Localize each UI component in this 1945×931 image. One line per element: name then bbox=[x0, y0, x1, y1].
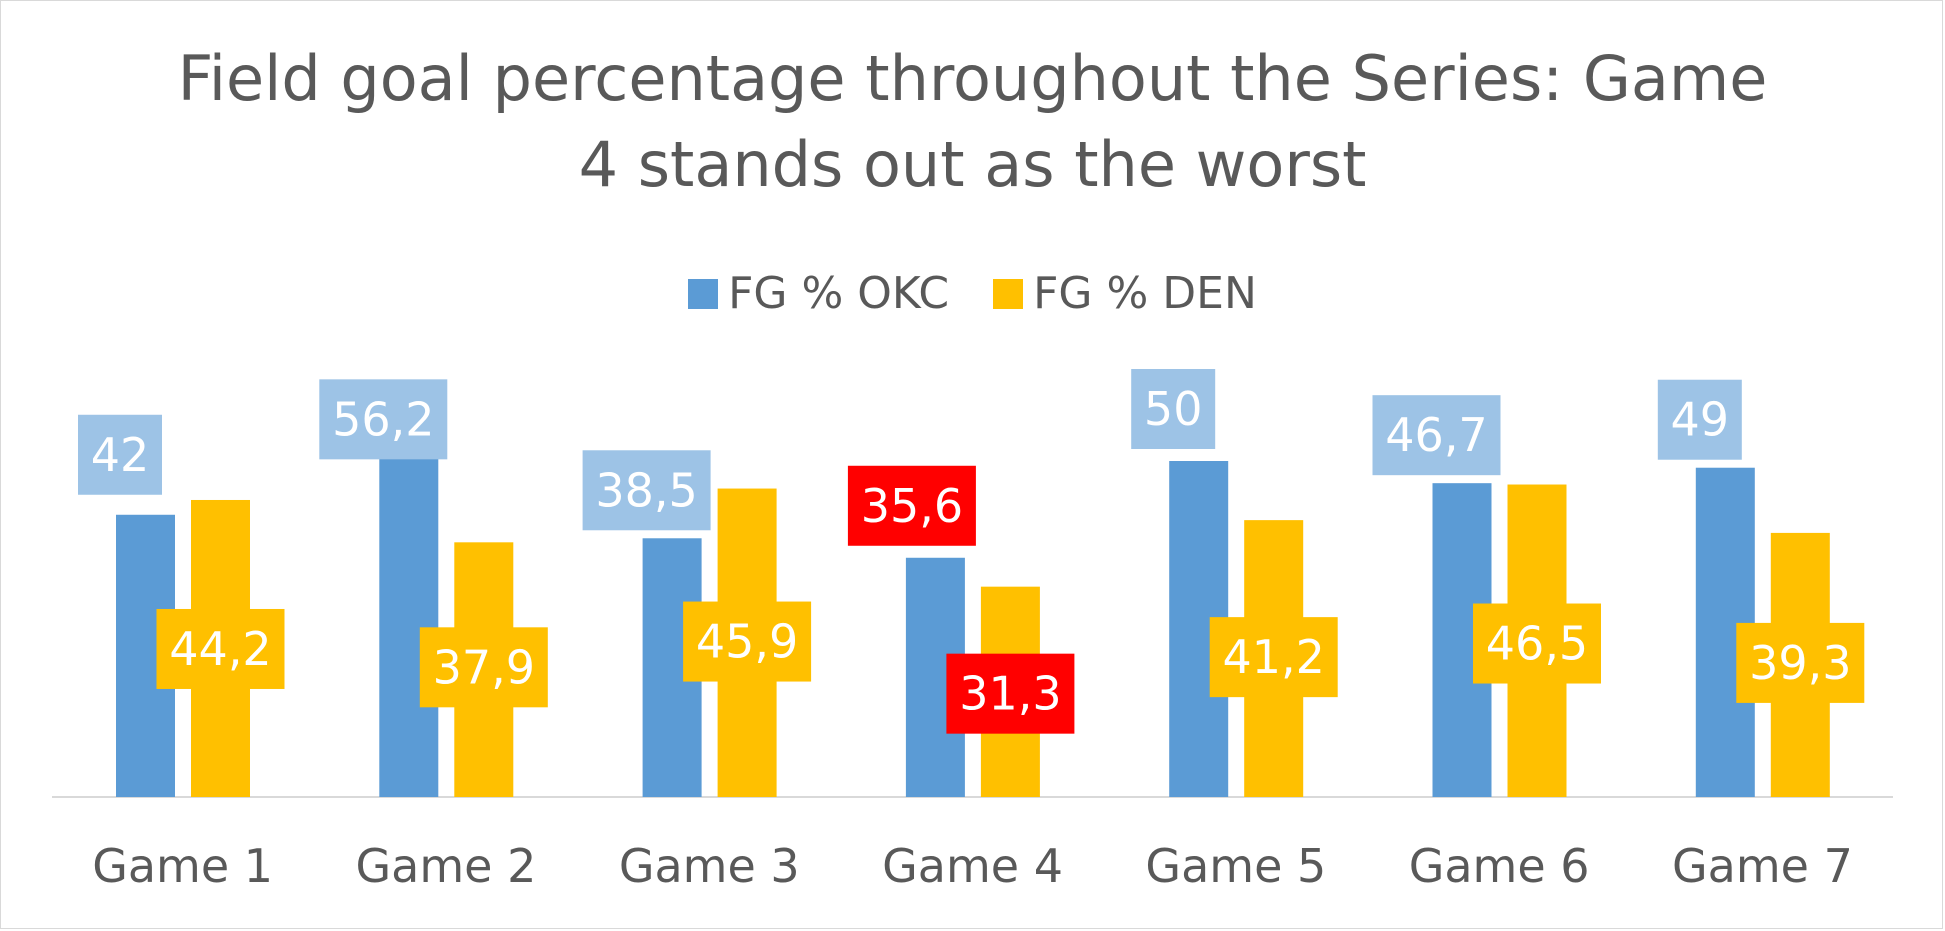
x-tick-label-1: Game 1 bbox=[92, 839, 273, 893]
label-box-okc-3 bbox=[582, 450, 711, 531]
legend-label-okc: FG % OKC bbox=[728, 268, 950, 319]
label-box-den-1 bbox=[156, 608, 285, 689]
label-box-okc-1 bbox=[78, 414, 162, 495]
legend-swatch-den bbox=[993, 278, 1024, 309]
x-tick-label-6: Game 6 bbox=[1409, 839, 1590, 893]
label-box-okc-5 bbox=[1131, 369, 1216, 449]
data-label-okc-3: 38,5 bbox=[595, 463, 697, 517]
label-box-den-6 bbox=[1473, 603, 1601, 684]
data-label-okc-2: 56,2 bbox=[332, 392, 434, 446]
data-label-okc-4: 35,6 bbox=[861, 479, 963, 533]
legend-label-den: FG % DEN bbox=[1033, 268, 1257, 319]
legend-item-den: FG % DEN bbox=[993, 268, 1257, 319]
label-box-den-3 bbox=[683, 601, 812, 682]
label-box-den-7 bbox=[1736, 622, 1865, 703]
data-label-den-4: 31,3 bbox=[959, 667, 1061, 721]
data-label-den-7: 39,3 bbox=[1749, 636, 1851, 690]
data-label-den-2: 37,9 bbox=[433, 640, 535, 694]
x-tick-label-3: Game 3 bbox=[619, 839, 800, 893]
x-tick-label-7: Game 7 bbox=[1672, 839, 1853, 893]
data-label-okc-1: 42 bbox=[91, 428, 150, 482]
data-label-den-1: 44,2 bbox=[169, 622, 271, 676]
x-tick-label-2: Game 2 bbox=[356, 839, 537, 893]
label-box-okc-4 bbox=[847, 465, 976, 546]
data-label-den-3: 45,9 bbox=[696, 615, 798, 669]
data-label-den-6: 46,5 bbox=[1486, 617, 1588, 671]
bar-okc-2 bbox=[379, 419, 439, 797]
legend-swatch-okc bbox=[688, 278, 719, 309]
chart-title: Field goal percentage throughout the Ser… bbox=[0, 36, 1945, 208]
data-label-okc-5: 50 bbox=[1144, 382, 1203, 436]
x-tick-label-4: Game 4 bbox=[882, 839, 1063, 893]
label-box-okc-7 bbox=[1657, 379, 1742, 460]
chart-legend: FG % OKC FG % DEN bbox=[0, 268, 1945, 319]
data-label-okc-6: 46,7 bbox=[1385, 408, 1487, 462]
legend-item-okc: FG % OKC bbox=[688, 268, 949, 319]
label-box-okc-2 bbox=[319, 379, 448, 460]
data-label-den-5: 41,2 bbox=[1222, 630, 1324, 684]
label-box-okc-6 bbox=[1372, 395, 1501, 476]
label-box-den-5 bbox=[1209, 617, 1338, 698]
x-tick-label-5: Game 5 bbox=[1145, 839, 1326, 893]
label-box-den-2 bbox=[419, 627, 548, 708]
label-box-den-4 bbox=[946, 653, 1075, 734]
data-label-okc-7: 49 bbox=[1671, 393, 1730, 447]
chart-title-line-1: Field goal percentage throughout the Ser… bbox=[177, 42, 1768, 115]
chart-title-line-2: 4 stands out as the worst bbox=[578, 128, 1367, 201]
